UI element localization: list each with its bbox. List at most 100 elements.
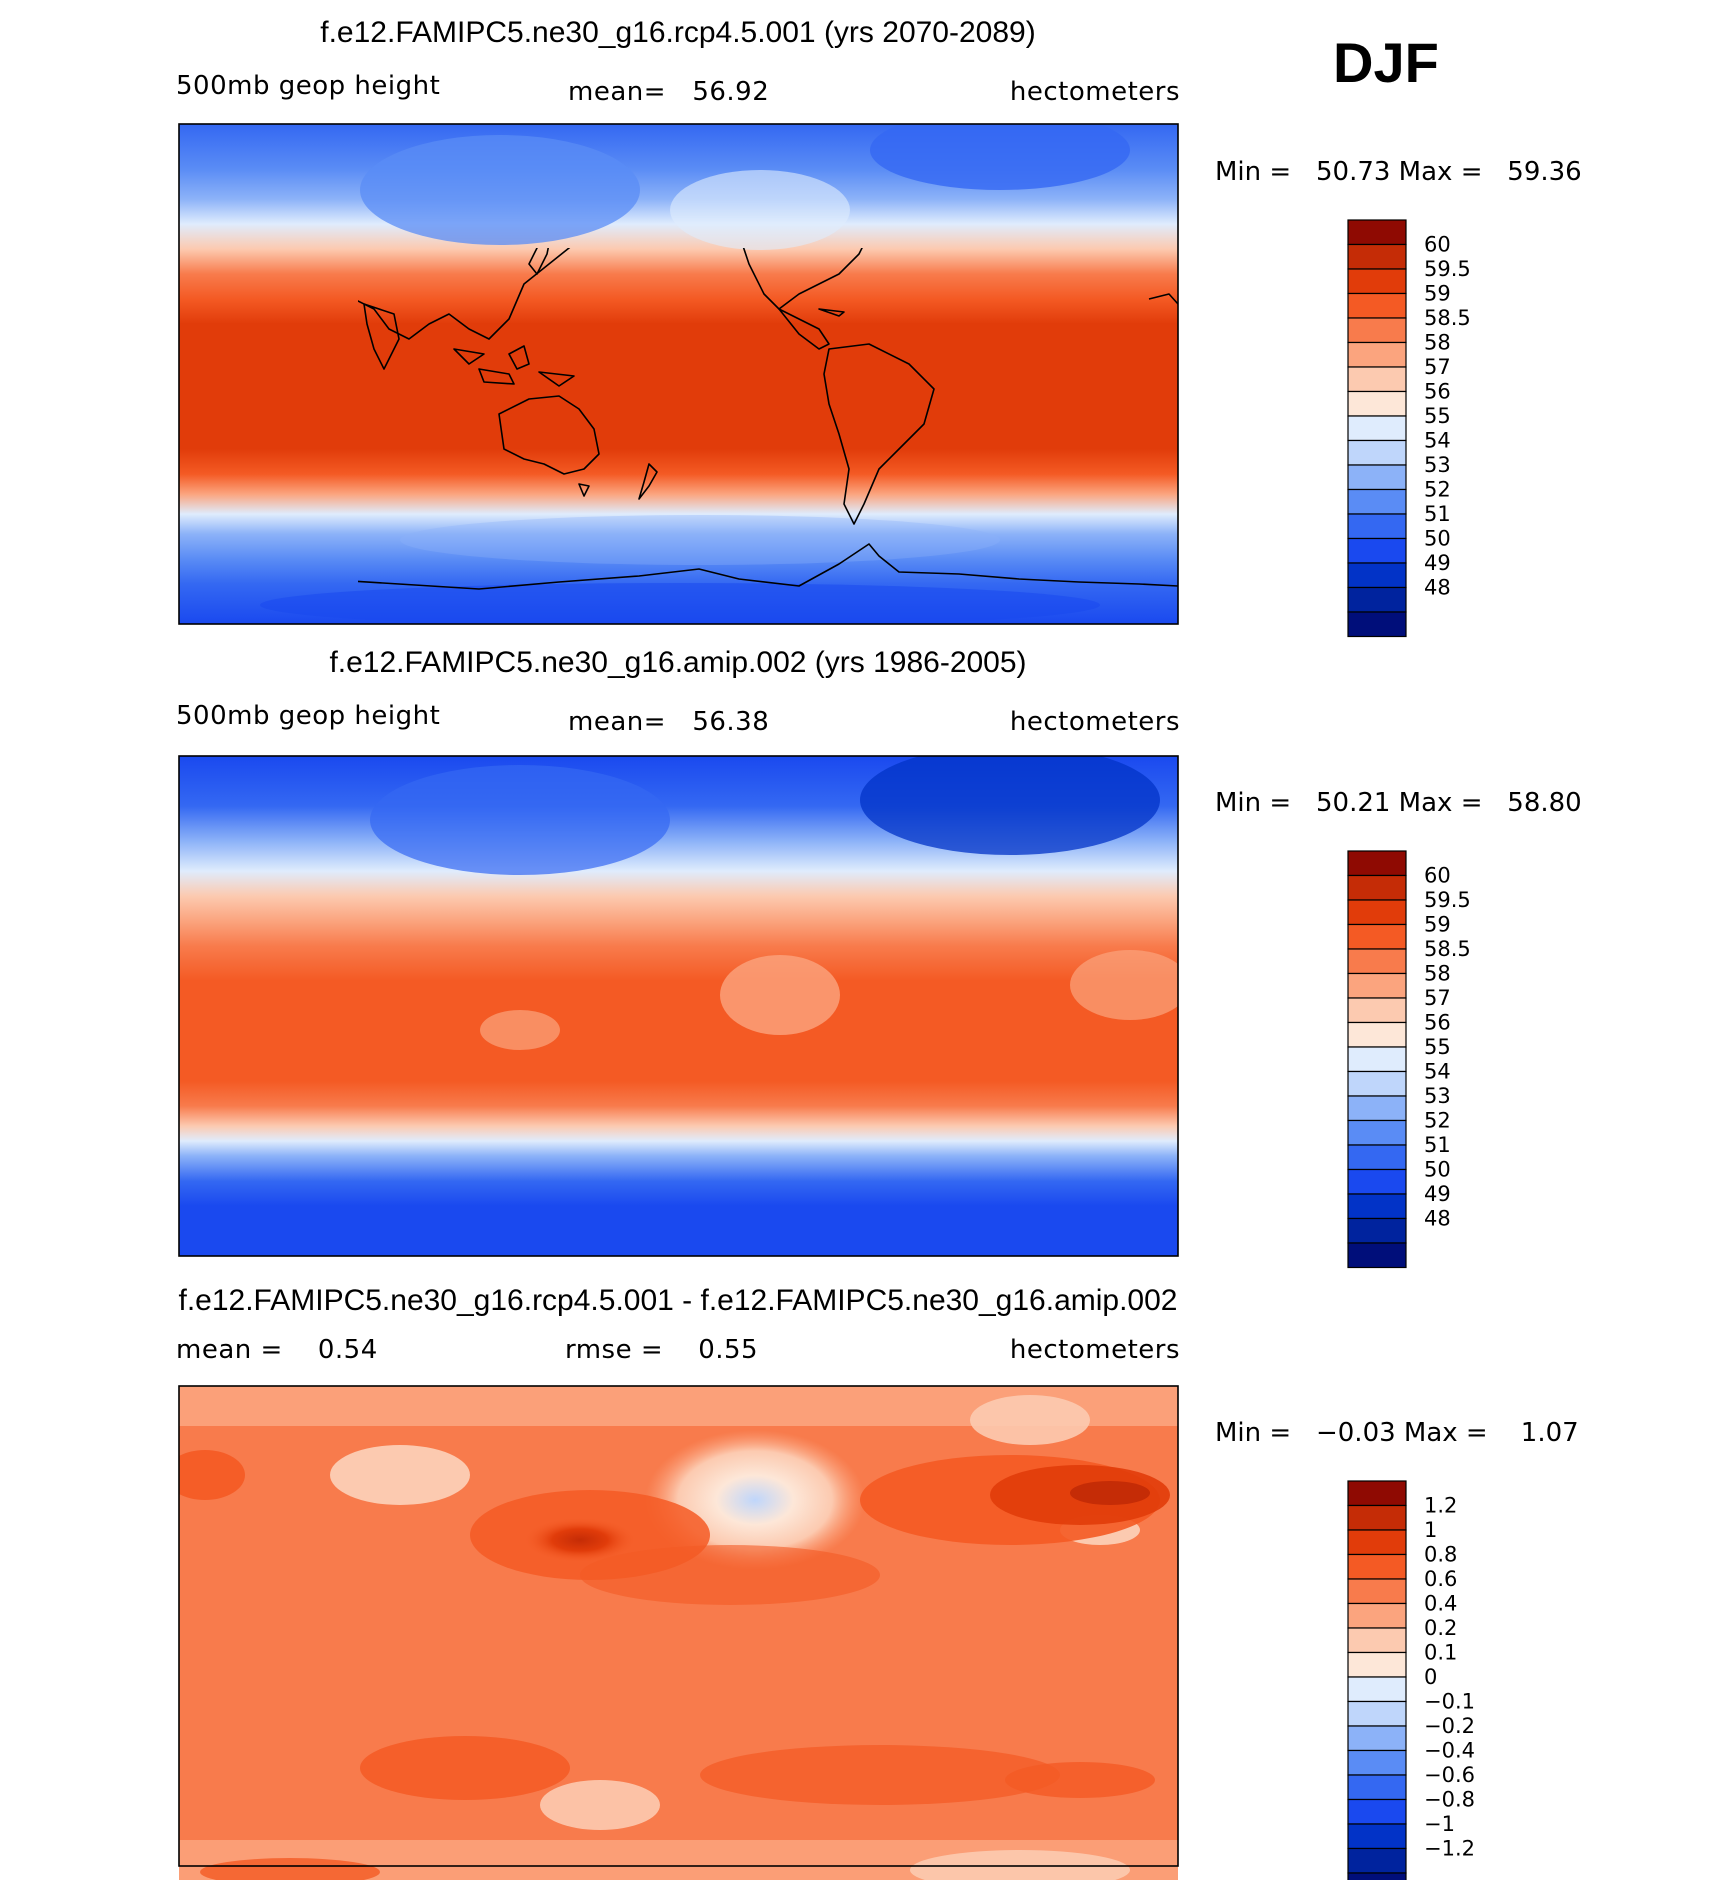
colorbar-swatch xyxy=(1347,972,1407,999)
colorbar-label: 57 xyxy=(1424,986,1451,1010)
mean-label: mean= 56.38 xyxy=(568,707,769,737)
colorbar-swatch xyxy=(1347,997,1407,1024)
colorbar-swatch xyxy=(1347,1798,1407,1825)
colorbar-swatch xyxy=(1347,948,1407,975)
colorbar-label: 56 xyxy=(1424,380,1451,404)
colorbar-label: 0 xyxy=(1424,1665,1437,1689)
colorbar-swatch xyxy=(1347,537,1407,564)
colorbar-swatch xyxy=(1347,1627,1407,1654)
colorbar-swatch xyxy=(1347,1168,1407,1195)
panel-difference: f.e12.FAMIPC5.ne30_g16.rcp4.5.001 - f.e1… xyxy=(176,1284,1579,1880)
colorbar-swatch xyxy=(1347,1651,1407,1678)
colorbar-label: 52 xyxy=(1424,478,1451,502)
colorbar-swatch xyxy=(1347,1578,1407,1605)
colorbar-swatch xyxy=(1347,1504,1407,1531)
colorbar-swatch xyxy=(1347,1823,1407,1850)
colorbar-swatch xyxy=(1347,415,1407,442)
colorbar-label: −0.2 xyxy=(1424,1714,1475,1738)
colorbar-swatch xyxy=(1347,268,1407,295)
colorbar-label: 1.2 xyxy=(1424,1494,1457,1518)
map-frame xyxy=(178,1385,1179,1867)
colorbar-label: 58.5 xyxy=(1424,937,1471,961)
colorbar-swatch xyxy=(1347,390,1407,417)
colorbar-swatch xyxy=(1347,611,1407,638)
colorbar-label: −0.6 xyxy=(1424,1763,1475,1787)
colorbar-swatch xyxy=(1347,1725,1407,1752)
colorbar-label: 0.4 xyxy=(1424,1592,1457,1616)
colorbar-swatch xyxy=(1347,513,1407,540)
colorbar-swatch xyxy=(1347,439,1407,466)
units-label: hectometers xyxy=(1010,1335,1180,1365)
colorbar-swatch xyxy=(1347,1749,1407,1776)
colorbar-swatch xyxy=(1347,1021,1407,1048)
colorbar-label: 58.5 xyxy=(1424,306,1471,330)
colorbar-label: 0.6 xyxy=(1424,1567,1457,1591)
mean-label: mean= 56.92 xyxy=(568,77,769,107)
colorbar-label: 58 xyxy=(1424,331,1451,355)
colorbar-label: 0.2 xyxy=(1424,1616,1457,1640)
colorbar-swatch xyxy=(1347,292,1407,319)
minmax-label: Min = −0.03 Max = 1.07 xyxy=(1215,1418,1579,1448)
colorbar-swatch xyxy=(1347,874,1407,901)
colorbar-swatch xyxy=(1347,1847,1407,1874)
map-frame xyxy=(178,755,1179,1257)
colorbar-swatch xyxy=(1347,1602,1407,1629)
colorbar-swatch xyxy=(1347,341,1407,368)
panel-title: f.e12.FAMIPC5.ne30_g16.amip.002 (yrs 198… xyxy=(329,646,1026,679)
colorbar-label: 52 xyxy=(1424,1109,1451,1133)
mean-label: mean = 0.54 xyxy=(176,1335,378,1365)
panel-future: f.e12.FAMIPC5.ne30_g16.rcp4.5.001 (yrs 2… xyxy=(176,16,1582,638)
colorbar-label: −0.1 xyxy=(1424,1690,1475,1714)
colorbar-swatch xyxy=(1347,1242,1407,1269)
rmse-label: rmse = 0.55 xyxy=(565,1335,758,1365)
panel-present: f.e12.FAMIPC5.ne30_g16.amip.002 (yrs 198… xyxy=(176,646,1582,1269)
colorbar-swatch xyxy=(1347,1217,1407,1244)
colorbar-swatch xyxy=(1347,923,1407,950)
colorbar-label: 54 xyxy=(1424,1060,1451,1084)
colorbar-label: 58 xyxy=(1424,962,1451,986)
colorbar-label: 49 xyxy=(1424,551,1451,575)
colorbar-label: 59 xyxy=(1424,282,1451,306)
colorbar-label: 59.5 xyxy=(1424,888,1471,912)
minmax-label: Min = 50.73 Max = 59.36 xyxy=(1215,157,1582,187)
colorbar-swatch xyxy=(1347,1480,1407,1507)
colorbar-label: 50 xyxy=(1424,1158,1451,1182)
colorbar-label: 60 xyxy=(1424,233,1451,257)
map-frame xyxy=(178,123,1179,625)
colorbar-swatch xyxy=(1347,1553,1407,1580)
colorbar-swatch xyxy=(1347,1193,1407,1220)
colorbar-label: −0.8 xyxy=(1424,1788,1475,1812)
colorbar-label: −1 xyxy=(1424,1812,1455,1836)
colorbar-swatch xyxy=(1347,899,1407,926)
colorbar-label: 54 xyxy=(1424,429,1451,453)
colorbar-label: 59.5 xyxy=(1424,257,1471,281)
colorbar-label: 53 xyxy=(1424,453,1451,477)
colorbar-swatch xyxy=(1347,243,1407,270)
map-field xyxy=(179,124,1178,624)
colorbar-swatch xyxy=(1347,562,1407,589)
colorbar-swatch xyxy=(1347,219,1407,246)
colorbar-swatch xyxy=(1347,366,1407,393)
colorbar: 1.210.80.60.40.20.10−0.1−0.2−0.4−0.6−0.8… xyxy=(1347,1480,1475,1880)
colorbar-label: 57 xyxy=(1424,355,1451,379)
colorbar-swatch xyxy=(1347,586,1407,613)
colorbar-label: 48 xyxy=(1424,576,1451,600)
colorbar-label: 49 xyxy=(1424,1182,1451,1206)
colorbar-label: 48 xyxy=(1424,1207,1451,1231)
colorbar-swatch xyxy=(1347,850,1407,877)
colorbar-swatch xyxy=(1347,1529,1407,1556)
colorbar-swatch xyxy=(1347,317,1407,344)
colorbar-label: 53 xyxy=(1424,1084,1451,1108)
colorbar-swatch xyxy=(1347,1144,1407,1171)
units-label: hectometers xyxy=(1010,77,1180,107)
variable-label: 500mb geop height xyxy=(176,71,440,101)
variable-label: 500mb geop height xyxy=(176,701,440,731)
colorbar-swatch xyxy=(1347,464,1407,491)
colorbar-swatch xyxy=(1347,1095,1407,1122)
panel-title: f.e12.FAMIPC5.ne30_g16.rcp4.5.001 - f.e1… xyxy=(179,1284,1178,1317)
colorbar-label: 56 xyxy=(1424,1011,1451,1035)
colorbar-label: 59 xyxy=(1424,913,1451,937)
colorbar-swatch xyxy=(1347,1700,1407,1727)
